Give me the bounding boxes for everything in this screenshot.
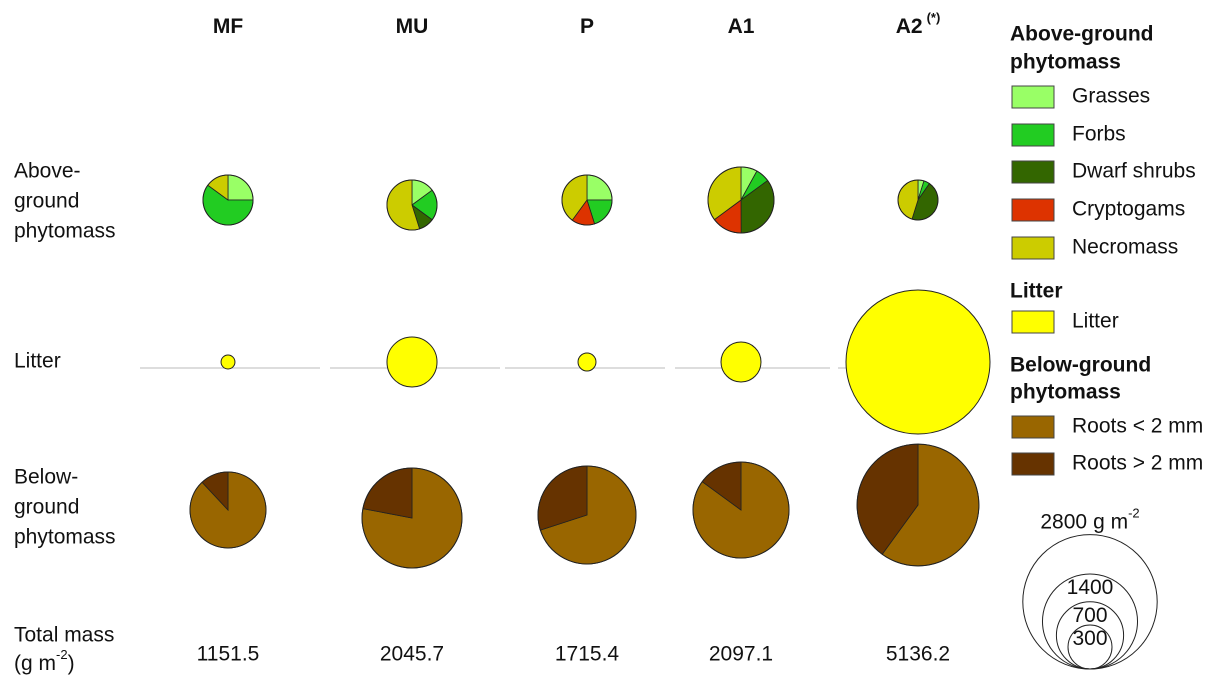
size-value: 2800 (1040, 510, 1087, 533)
size-label: 1400 (1067, 576, 1114, 599)
site-header: A1 (728, 15, 755, 38)
row-label: Below- (14, 466, 78, 489)
row-label: ground (14, 496, 79, 519)
total-mass: 1715.4 (555, 643, 620, 666)
size-unit-exp: -2 (1128, 506, 1140, 521)
size-label: 300 (1072, 627, 1107, 650)
size-label: 700 (1072, 603, 1107, 626)
total-mass: 5136.2 (886, 643, 950, 666)
site-header: A2 (*) (896, 10, 941, 37)
legend-label: Roots > 2 mm (1072, 452, 1203, 475)
site-name: A2 (896, 15, 923, 38)
total-mass: 2097.1 (709, 643, 773, 666)
row-label: Litter (14, 350, 61, 373)
legend-swatch (1012, 124, 1054, 146)
site-name: A1 (728, 15, 755, 38)
legend-label: Grasses (1072, 85, 1150, 108)
row-label: ground (14, 190, 79, 213)
legend-title: Litter (1010, 280, 1063, 303)
size-value: 700 (1072, 603, 1107, 626)
site-name: MF (213, 15, 243, 38)
row-label: phytomass (14, 220, 116, 243)
legend-title: phytomass (1010, 51, 1121, 74)
pie-slice (221, 355, 235, 369)
site-header: P (580, 15, 594, 38)
pie-slice (846, 290, 990, 434)
legend-title: Above-ground (1010, 23, 1153, 46)
legend-swatch (1012, 416, 1054, 438)
legend-label: Necromass (1072, 236, 1178, 259)
legend-swatch (1012, 311, 1054, 333)
size-label: 2800 g m-2 (1040, 506, 1139, 533)
site-name: P (580, 15, 594, 38)
row-label: Total mass (14, 624, 114, 647)
total-mass: 2045.7 (380, 643, 444, 666)
size-value: 1400 (1067, 576, 1114, 599)
site-note: (*) (927, 10, 941, 25)
pie-slice (578, 353, 596, 371)
legend-swatch (1012, 237, 1054, 259)
legend-label: Litter (1072, 310, 1119, 333)
unit: ) (68, 652, 75, 675)
unit: (g m (14, 652, 56, 675)
legend-swatch (1012, 161, 1054, 183)
row-label: Above- (14, 160, 81, 183)
legend-title: Below-ground (1010, 354, 1151, 377)
legend-swatch (1012, 86, 1054, 108)
legend-swatch (1012, 199, 1054, 221)
site-header: MF (213, 15, 243, 38)
pie-slice (721, 342, 761, 382)
size-value: 300 (1072, 627, 1107, 650)
figure: Above- ground phytomass Litter Below- gr… (0, 0, 1219, 689)
legend-label: Forbs (1072, 123, 1126, 146)
site-header: MU (396, 15, 429, 38)
legend-label: Dwarf shrubs (1072, 160, 1196, 183)
row-label: phytomass (14, 526, 116, 549)
pie-slice (387, 337, 437, 387)
row-label: (g m-2) (14, 647, 75, 674)
legend-swatch (1012, 453, 1054, 475)
legend-label: Roots < 2 mm (1072, 415, 1203, 438)
unit-exp: -2 (56, 647, 68, 662)
size-unit: g m (1093, 510, 1128, 533)
legend-label: Cryptogams (1072, 198, 1185, 221)
legend-title: phytomass (1010, 381, 1121, 404)
site-name: MU (396, 15, 429, 38)
total-mass: 1151.5 (197, 643, 260, 666)
